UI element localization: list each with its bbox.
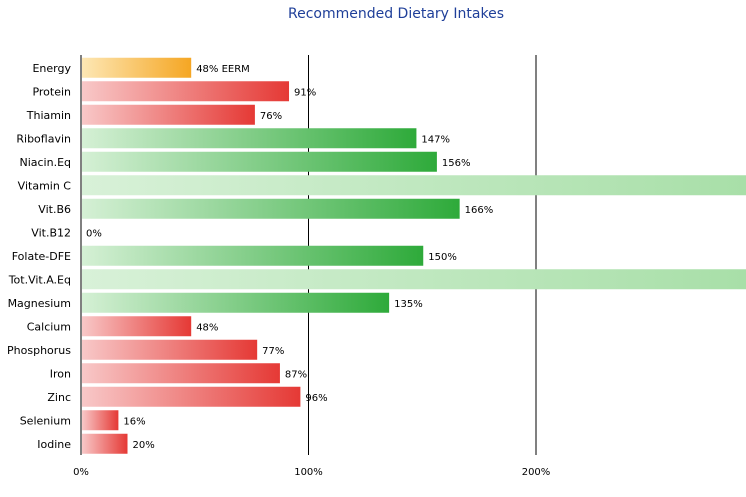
data-label: 166% (465, 205, 494, 216)
category-label: Thiamin (26, 109, 71, 122)
category-label: Iron (50, 367, 71, 380)
category-label: Protein (32, 85, 71, 98)
data-label: 0% (86, 228, 102, 239)
bar (82, 81, 290, 102)
bar (82, 363, 280, 384)
category-label: Niacin.Eq (19, 156, 71, 169)
data-label: 91% (294, 87, 316, 98)
category-label: Calcium (27, 320, 71, 333)
chart-title: Recommended Dietary Intakes (287, 6, 504, 22)
bar (82, 386, 301, 407)
label-layer: 0% 100% 200% Energy 48% EERM Protein 91% Thiami… (7, 62, 550, 478)
bar (82, 433, 128, 454)
category-label: Vitamin C (18, 179, 72, 192)
category-label: Zinc (47, 391, 71, 404)
category-label: Tot.Vit.A.Eq (8, 273, 71, 286)
data-label: 48% EERM (196, 64, 250, 75)
category-label: Vit.B12 (31, 226, 71, 239)
bar (82, 339, 258, 360)
bar (82, 316, 192, 337)
data-label: 135% (394, 299, 423, 310)
category-label: Riboflavin (16, 132, 71, 145)
bar (82, 198, 460, 219)
category-label: Energy (32, 62, 71, 75)
category-label: Vit.B6 (38, 203, 71, 216)
bar (82, 175, 746, 196)
category-label: Phosphorus (7, 344, 71, 357)
data-label: 150% (428, 252, 457, 263)
category-label: Iodine (37, 438, 71, 451)
data-label: 147% (421, 134, 450, 145)
x-tick-label: 200% (522, 467, 551, 478)
data-label: 156% (442, 158, 471, 169)
bar (82, 151, 437, 172)
bar (82, 128, 417, 149)
category-label: Folate-DFE (12, 250, 71, 263)
data-label: 77% (262, 346, 284, 357)
bar (82, 245, 424, 266)
bar (82, 104, 255, 125)
data-label: 96% (305, 393, 327, 404)
bar-layer (82, 57, 746, 454)
bar (82, 292, 390, 313)
x-tick-label: 0% (73, 467, 89, 478)
data-label: 87% (285, 369, 307, 380)
category-label: Selenium (20, 414, 71, 427)
data-label: 20% (133, 440, 155, 451)
bar (82, 57, 192, 78)
data-label: 48% (196, 322, 218, 333)
bar (82, 269, 746, 290)
data-label: 76% (260, 111, 282, 122)
x-tick-label: 100% (294, 467, 323, 478)
bar (82, 410, 119, 431)
category-label: Magnesium (8, 297, 71, 310)
data-label: 16% (123, 416, 145, 427)
